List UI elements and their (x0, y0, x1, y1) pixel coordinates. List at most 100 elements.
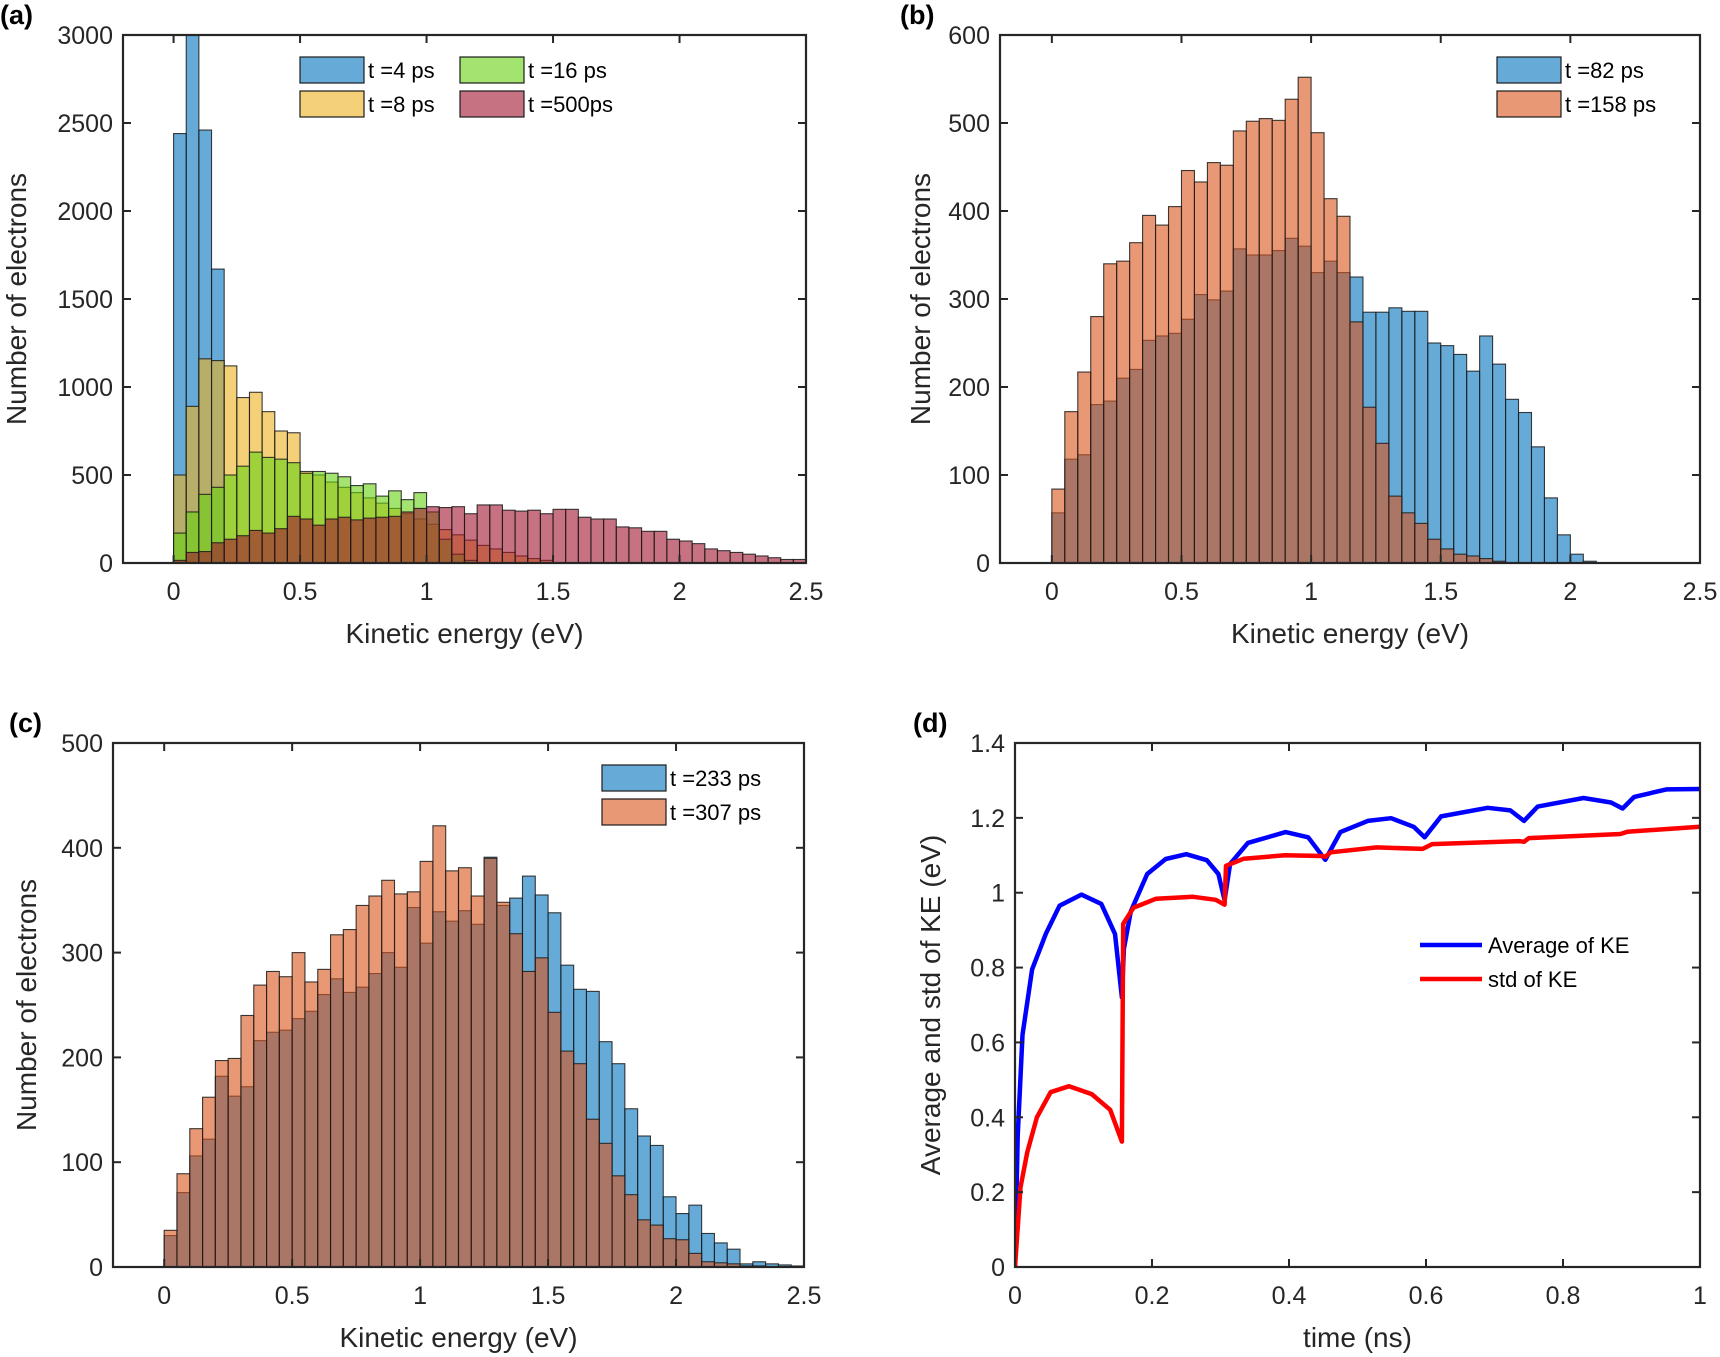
histogram-bar (1103, 263, 1118, 563)
histogram-bar (1232, 130, 1247, 563)
histogram-bar (248, 529, 263, 563)
histogram-bar (1271, 119, 1286, 563)
histogram-bar (198, 551, 213, 563)
histogram-bar (451, 506, 466, 563)
histogram-bar (1362, 406, 1377, 563)
histogram-bar (1323, 198, 1338, 563)
histogram-bar (1453, 553, 1468, 563)
y-tick-label: 200 (61, 1044, 103, 1072)
histogram-bar (527, 509, 541, 563)
x-tick-label: 2.5 (789, 578, 824, 606)
histogram-bar (1556, 534, 1571, 563)
histogram-bar (253, 984, 268, 1267)
line-std-of-KE (1015, 824, 1700, 1267)
histogram-bar (637, 1219, 651, 1267)
legend-swatch (299, 90, 365, 118)
histogram-bar (445, 870, 460, 1267)
y-tick-label: 1500 (57, 286, 113, 314)
histogram-bar (662, 1238, 677, 1267)
panel-b: 0 0.5 1 1.5 2 2.5 0 100 200 300 400 500 600 Kinetic e… (900, 0, 1717, 649)
y-tick-label: 500 (61, 730, 103, 758)
histogram-bar (653, 530, 668, 563)
legend-swatch (1496, 56, 1562, 84)
histogram-bar (624, 1194, 639, 1267)
histogram-bar (266, 970, 280, 1267)
legend: t =82 ps t =158 ps (1496, 56, 1656, 118)
panel-label: (d) (913, 708, 947, 738)
x-tick-label: 1 (1304, 578, 1318, 606)
histogram-bar (350, 519, 364, 563)
histogram-bar (1193, 181, 1208, 563)
histogram-bar (547, 1011, 562, 1267)
histogram-bar (337, 516, 352, 563)
histogram-bar (1440, 548, 1455, 563)
histogram-bar (163, 1229, 178, 1267)
y-tick-label: 0 (89, 1254, 103, 1282)
histogram-bar (299, 518, 314, 563)
histogram-bar (202, 1096, 216, 1267)
y-axis-label: Number of electrons (905, 173, 936, 425)
histogram-bar (691, 543, 706, 563)
histogram-bar (1349, 321, 1364, 563)
histogram-bar (291, 952, 306, 1267)
x-tick-label: 0.6 (1409, 1282, 1444, 1310)
histogram-bar (236, 535, 251, 563)
histogram-bar (1414, 522, 1429, 563)
legend-swatch (1496, 90, 1562, 118)
histogram-bar (1401, 512, 1416, 563)
histogram-bar (565, 508, 579, 563)
y-tick-label: 300 (948, 286, 990, 314)
histogram-bar (1427, 342, 1442, 563)
y-tick-label: 200 (948, 374, 990, 402)
histogram-bar (1388, 495, 1403, 563)
histogram-bar (577, 516, 592, 563)
histogram-bar (1116, 260, 1131, 563)
plot-area (1000, 76, 1597, 563)
histogram-bar (1375, 442, 1390, 563)
histogram-bar (406, 891, 421, 1267)
histogram-bar (573, 1063, 588, 1267)
histogram-bar (342, 928, 357, 1267)
histogram-bar (227, 1057, 242, 1267)
histogram-bar (615, 526, 630, 563)
histogram-bar (1569, 553, 1584, 563)
y-tick-label: 100 (61, 1149, 103, 1177)
histogram-bar (641, 530, 655, 563)
x-axis-label: Kinetic energy (eV) (1231, 618, 1469, 649)
histogram-bar (1543, 497, 1558, 563)
y-tick-label: 600 (948, 22, 990, 50)
legend-label: t =8 ps (368, 92, 435, 117)
histogram-bar (355, 904, 370, 1267)
legend-swatch (459, 56, 525, 84)
histogram-bar (1219, 164, 1234, 563)
x-tick-label: 0 (1008, 1282, 1022, 1310)
y-tick-label: 100 (948, 462, 990, 490)
histogram-bar (1530, 446, 1545, 563)
y-tick-label: 500 (948, 110, 990, 138)
histogram-bar (1180, 169, 1195, 563)
y-tick-label: 400 (948, 198, 990, 226)
histogram-bar (678, 540, 693, 563)
histogram-bar (185, 551, 200, 563)
histogram-bar (585, 1118, 600, 1267)
histogram-bar (666, 538, 681, 563)
legend-label: std of KE (1488, 967, 1577, 992)
panel-d: 0 0.2 0.4 0.6 0.8 1 0 0.2 0.4 0.6 0.8 1 1.2 1.4 time (… (913, 708, 1707, 1353)
histogram-bar (1064, 411, 1079, 563)
y-tick-label: 500 (71, 462, 113, 490)
panel-a: 0 0.5 1 1.5 2 2.5 0 500 1000 1500 2000 2500 3000 Kine… (0, 0, 823, 649)
legend-label: t =16 ps (528, 58, 607, 83)
legend-swatch (601, 798, 667, 826)
histogram-bar (1336, 215, 1351, 563)
y-tick-label: 0 (976, 550, 990, 578)
histogram-bar (1129, 242, 1144, 563)
histogram-bar (438, 507, 453, 563)
histogram-bar (1258, 118, 1273, 563)
legend-label: t =233 ps (670, 766, 761, 791)
legend: t =4 ps t =8 ps t =16 ps t =500ps (299, 56, 613, 118)
x-tick-label: 2 (673, 578, 687, 606)
x-axis-label: Kinetic energy (eV) (345, 618, 583, 649)
x-tick-label: 0 (1045, 578, 1059, 606)
plot-area (113, 825, 804, 1267)
y-tick-label: 1.2 (970, 805, 1005, 833)
